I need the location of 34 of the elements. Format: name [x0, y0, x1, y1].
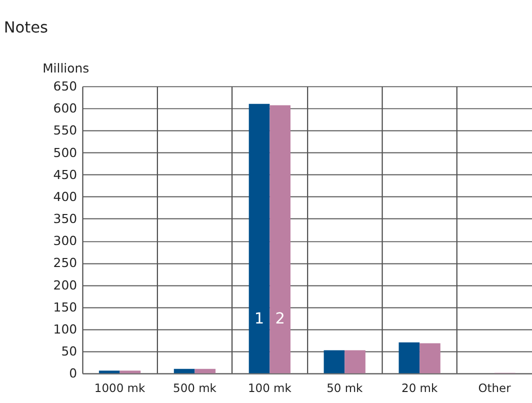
y-tick-label: 650	[53, 78, 78, 94]
y-tick-label: 150	[53, 299, 78, 314]
bar	[398, 342, 420, 374]
y-tick-label: 200	[53, 277, 78, 292]
x-tick-label: 1000 mk	[94, 380, 146, 395]
y-tick-label: 400	[53, 188, 78, 204]
bar	[324, 350, 345, 374]
bar	[270, 105, 290, 374]
bar	[174, 368, 195, 374]
bar	[120, 370, 141, 374]
bar	[194, 368, 216, 374]
y-tick-label: 50	[61, 344, 78, 358]
x-tick-label: 50 mk	[326, 380, 363, 395]
y-axis-title: Millions	[42, 60, 90, 76]
series-label: 2	[275, 310, 285, 328]
y-tick-label: 100	[53, 321, 78, 336]
y-tick-label: 550	[53, 122, 78, 138]
y-tick-label: 500	[53, 144, 78, 160]
y-tick-label: 250	[53, 255, 78, 270]
series-label: 1	[254, 310, 264, 328]
y-tick-label: 0	[69, 366, 78, 381]
y-tick-label: 350	[53, 211, 78, 226]
x-tick-label: 100 mk	[248, 380, 292, 395]
bar	[420, 343, 440, 374]
chart-title: Notes	[4, 18, 48, 37]
bar	[248, 104, 270, 374]
bar	[344, 350, 366, 374]
y-tick-label: 300	[53, 233, 78, 248]
x-tick-label: 20 mk	[402, 380, 438, 395]
y-tick-label: 450	[53, 166, 78, 182]
x-tick-label: 500 mk	[173, 380, 217, 395]
x-tick-label: Other	[478, 380, 512, 395]
y-tick-label: 600	[53, 100, 78, 116]
bar	[98, 370, 120, 374]
